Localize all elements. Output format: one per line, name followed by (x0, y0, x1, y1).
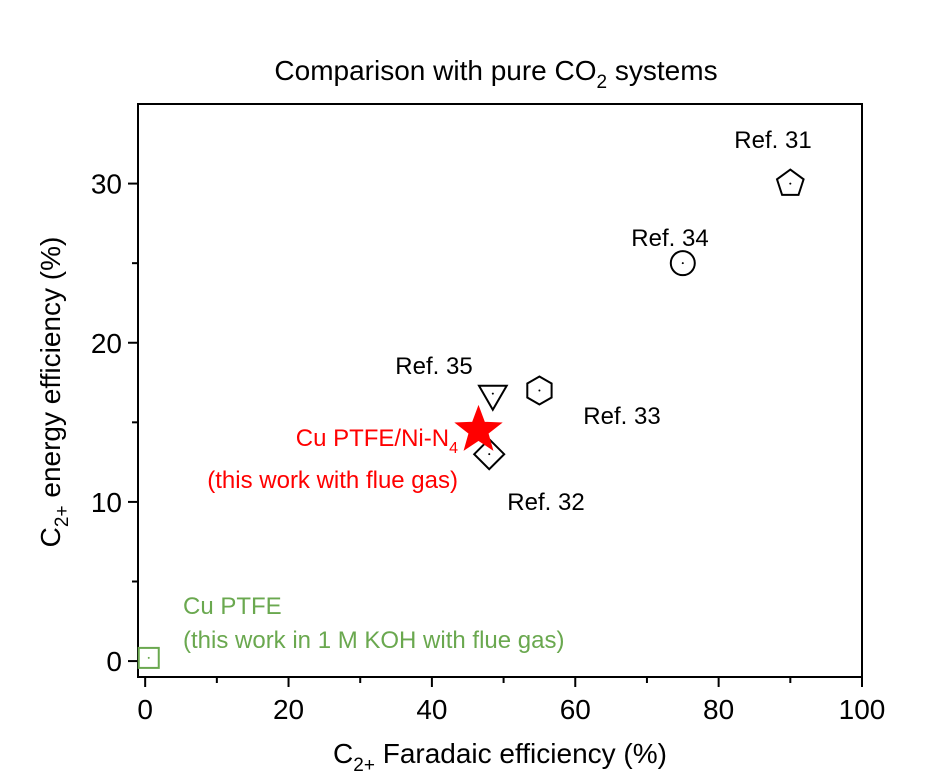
x-tick-label: 100 (839, 694, 886, 725)
y-axis-label: C2+ energy efficiency (%) (35, 237, 73, 548)
point-label-ref31: Ref. 31 (734, 127, 811, 154)
point-label-ref32: Ref. 32 (507, 489, 584, 516)
marker-center-dot (538, 389, 541, 392)
x-tick-label: 20 (273, 694, 304, 725)
marker-center-dot (789, 182, 792, 185)
triangle-down-marker (477, 384, 509, 412)
point-label-ref35: Ref. 35 (395, 353, 472, 380)
x-tick-label: 60 (560, 694, 591, 725)
hexagon-marker (526, 375, 553, 406)
marker-center-dot (488, 453, 491, 456)
point-label-cu-ptfe-note: (this work in 1 M KOH with flue gas) (183, 627, 564, 654)
x-tick-label: 40 (416, 694, 447, 725)
chart-title: Comparison with pure CO2 systems (274, 55, 717, 93)
y-tick-label: 10 (91, 487, 122, 518)
y-tick-label: 30 (91, 169, 122, 200)
y-axis-ticks: 0 10 20 30 (91, 169, 138, 677)
circle-marker (669, 250, 696, 277)
y-tick-label: 20 (91, 328, 122, 359)
marker-center-dot (491, 392, 494, 395)
marker-center-dot (681, 262, 684, 265)
point-label-ref34: Ref. 34 (631, 225, 708, 252)
plot-frame (137, 103, 863, 678)
x-tick-label: 0 (137, 694, 153, 725)
pentagon-marker (775, 168, 805, 196)
x-tick-label: 80 (703, 694, 734, 725)
star-marker (454, 404, 503, 451)
x-axis-ticks: 0 20 40 60 80 100 (137, 677, 885, 725)
x-axis-label: C2+ Faradaic efficiency (%) (333, 738, 667, 776)
point-label-cu-ptfe: Cu PTFE (183, 593, 282, 620)
y-tick-label: 0 (106, 646, 122, 677)
point-label-this-work-note: (this work with flue gas) (207, 467, 458, 494)
point-label-ref33: Ref. 33 (583, 403, 660, 430)
diamond-marker (472, 437, 506, 471)
marker-center-dot (147, 656, 150, 659)
data-points (137, 168, 805, 669)
point-label-this-work: Cu PTFE/Ni-N4 (296, 425, 458, 457)
square-marker (137, 646, 160, 669)
